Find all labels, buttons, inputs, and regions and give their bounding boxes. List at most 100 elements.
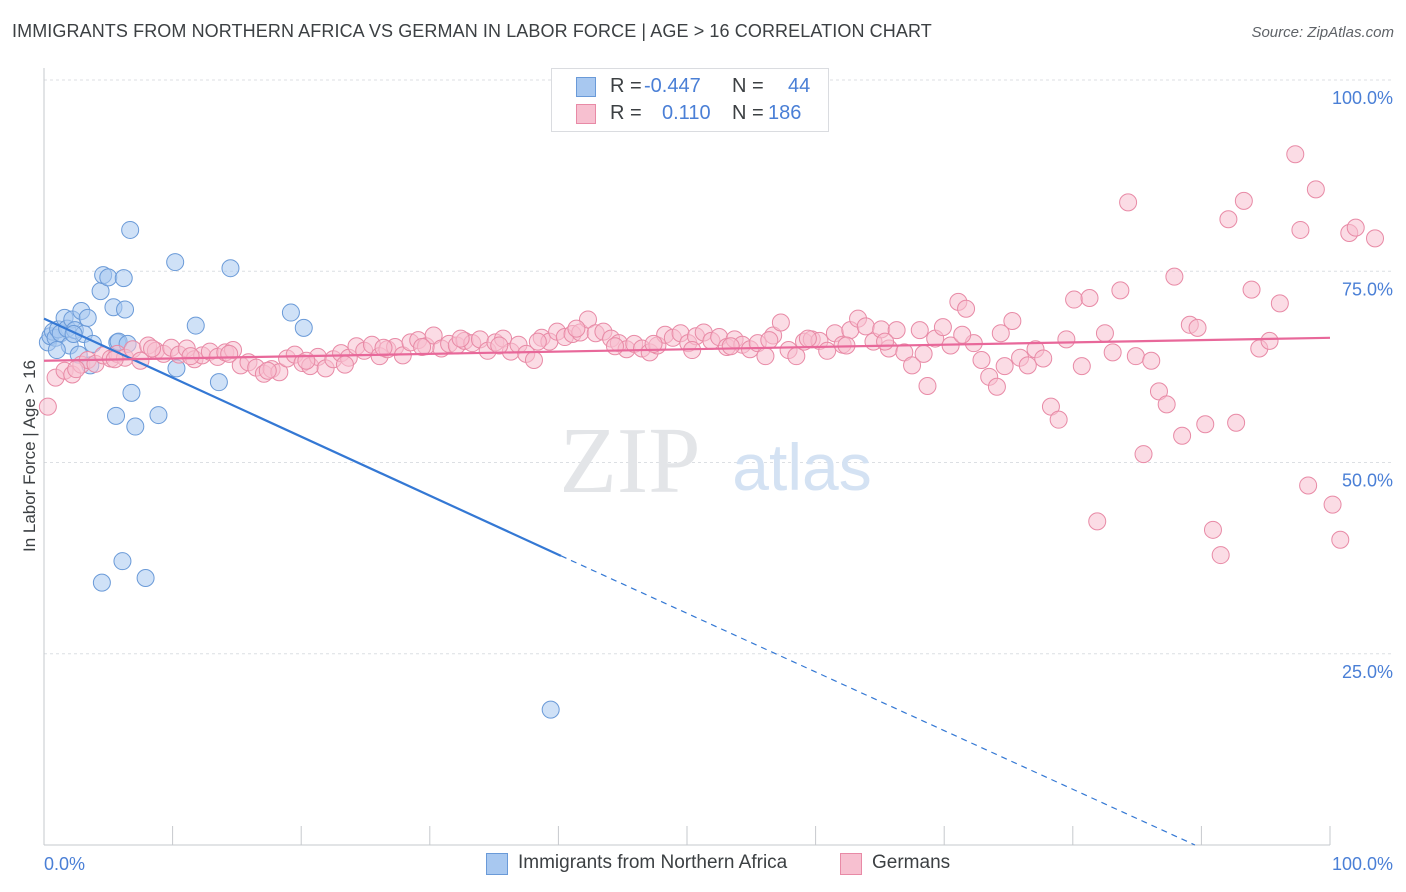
data-point (1270, 294, 1289, 313)
watermark-atlas: atlas (732, 430, 871, 504)
data-point (1306, 180, 1325, 199)
data-point (99, 268, 118, 287)
data-point (1142, 351, 1161, 370)
data-point (957, 299, 976, 318)
data-point (541, 700, 560, 719)
y-tick-label: 50.0% (1342, 471, 1393, 491)
data-point (38, 397, 57, 416)
data-point (818, 341, 837, 360)
data-point (451, 329, 470, 348)
axes-layer (43, 68, 1331, 846)
data-point (1111, 281, 1130, 300)
data-point (1242, 280, 1261, 299)
data-point (107, 406, 126, 425)
trend-line (43, 336, 1331, 362)
chart-title: IMMIGRANTS FROM NORTHERN AFRICA VS GERMA… (12, 21, 932, 41)
data-point (756, 347, 775, 366)
data-point (1196, 415, 1215, 434)
data-point (1323, 495, 1342, 514)
data-point (1065, 290, 1084, 309)
data-point (186, 316, 205, 335)
data-point (181, 347, 200, 366)
data-point (910, 321, 929, 340)
data-point (114, 269, 133, 288)
y-tick-label: 100.0% (1332, 88, 1393, 108)
y-axis-label: In Labor Force | Age > 16 (20, 360, 39, 552)
stats-legend: R = -0.447 N = 44 R = 0.110 N = 186 (551, 68, 829, 132)
data-point (1299, 476, 1318, 495)
data-point (605, 337, 624, 356)
data-point (1260, 331, 1279, 350)
data-point (528, 332, 547, 351)
data-point (798, 329, 817, 348)
r-value: 0.110 (662, 102, 711, 124)
data-point (1003, 311, 1022, 330)
data-point (644, 334, 663, 353)
data-point (567, 319, 586, 338)
data-point (933, 318, 952, 337)
data-point (126, 417, 145, 436)
data-point (47, 341, 66, 360)
data-point (1119, 193, 1138, 212)
r-label: R = (610, 75, 642, 97)
data-point (887, 321, 906, 340)
data-point (1234, 191, 1253, 210)
data-point (1103, 343, 1122, 362)
y-tick-label: 75.0% (1342, 279, 1393, 299)
x-tick-label-max: 100.0% (1332, 854, 1393, 874)
data-point (92, 573, 111, 592)
legend-label: Immigrants from Northern Africa (518, 852, 788, 873)
data-point (1088, 512, 1107, 531)
data-point (1126, 347, 1145, 366)
data-point (856, 317, 875, 336)
data-point (972, 350, 991, 369)
data-point (903, 356, 922, 375)
legend-swatch-blue (576, 77, 596, 97)
data-point (116, 300, 135, 319)
watermark-zip: ZIP (560, 409, 701, 513)
data-point (121, 220, 140, 239)
data-point (143, 339, 162, 358)
trend-layer (43, 317, 1331, 846)
data-point (953, 325, 972, 344)
y-tick-label: 25.0% (1342, 662, 1393, 682)
data-point (995, 357, 1014, 376)
data-point (1227, 413, 1246, 432)
data-point (258, 361, 277, 380)
data-point (1203, 520, 1222, 539)
data-point (1018, 356, 1037, 375)
data-point (1346, 218, 1365, 237)
data-point (1165, 267, 1184, 286)
data-point (374, 338, 393, 357)
watermark: ZIP atlas (560, 409, 872, 513)
legend-swatch-pink (576, 104, 596, 124)
data-point (1049, 410, 1068, 429)
data-point (987, 377, 1006, 396)
legend-swatch-pink (840, 853, 862, 875)
data-point (1173, 426, 1192, 445)
trend-line-extrapolated (560, 555, 1196, 846)
n-label: N = (732, 102, 764, 124)
data-point (136, 569, 155, 588)
x-tick-label-min: 0.0% (44, 854, 85, 874)
data-point (297, 351, 316, 370)
data-point (122, 383, 141, 402)
data-point (490, 336, 509, 355)
n-value: 44 (788, 75, 811, 97)
data-point (1072, 357, 1091, 376)
data-point (1211, 546, 1230, 565)
data-point (1080, 289, 1099, 308)
data-point (221, 259, 240, 278)
data-point (149, 406, 168, 425)
data-point (281, 303, 300, 322)
data-point (721, 337, 740, 356)
data-point (1219, 210, 1238, 229)
data-point (166, 253, 185, 272)
data-point (771, 313, 790, 332)
data-point (1291, 220, 1310, 239)
data-point (1095, 324, 1114, 343)
data-point (1286, 145, 1305, 164)
data-point (1331, 530, 1350, 549)
r-value: -0.447 (644, 75, 701, 97)
